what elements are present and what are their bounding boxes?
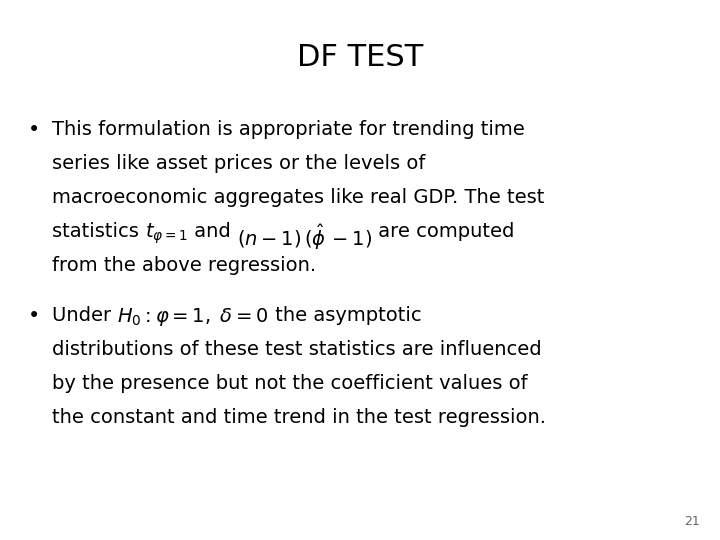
Text: •: •	[28, 306, 40, 326]
Text: DF TEST: DF TEST	[297, 44, 423, 72]
Text: are computed: are computed	[372, 222, 514, 241]
Text: Under: Under	[52, 306, 117, 325]
Text: from the above regression.: from the above regression.	[52, 256, 316, 275]
Text: macroeconomic aggregates like real GDP. The test: macroeconomic aggregates like real GDP. …	[52, 188, 544, 207]
Text: distributions of these test statistics are influenced: distributions of these test statistics a…	[52, 340, 541, 359]
Text: $t_{\varphi=1}$: $t_{\varphi=1}$	[145, 222, 188, 246]
Text: series like asset prices or the levels of: series like asset prices or the levels o…	[52, 154, 426, 173]
Text: the asymptotic: the asymptotic	[269, 306, 421, 325]
Text: •: •	[28, 120, 40, 140]
Text: This formulation is appropriate for trending time: This formulation is appropriate for tren…	[52, 120, 525, 139]
Text: statistics: statistics	[52, 222, 145, 241]
Text: $H_0 : \varphi = 1,\;\delta = 0$: $H_0 : \varphi = 1,\;\delta = 0$	[117, 306, 269, 328]
Text: by the presence but not the coefficient values of: by the presence but not the coefficient …	[52, 374, 528, 393]
Text: 21: 21	[684, 515, 700, 528]
Text: the constant and time trend in the test regression.: the constant and time trend in the test …	[52, 408, 546, 427]
Text: $(n-1)\,(\hat{\phi}\,-1)$: $(n-1)\,(\hat{\phi}\,-1)$	[237, 222, 372, 252]
Text: and: and	[188, 222, 237, 241]
